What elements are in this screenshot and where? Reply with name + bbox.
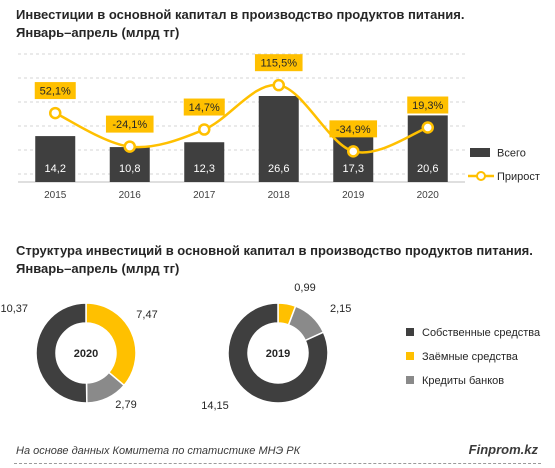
growth-point	[272, 78, 285, 92]
growth-point	[198, 123, 211, 136]
bar	[35, 136, 76, 182]
slice-value-label: 10,37	[0, 303, 28, 315]
donut-slice	[227, 302, 329, 404]
investment-bar-line-chart: 14,2 2015 10,8 2016 12,3 2017 26,6 2018 17,3 2019…	[18, 53, 540, 201]
legend-label: Собственные средства	[422, 327, 541, 339]
donut-slice	[35, 302, 88, 404]
chart2-subtitle: Январь–апрель (млрд тг)	[16, 261, 180, 276]
bar-value-label: 17,3	[343, 163, 364, 175]
x-tick-label: 2015	[44, 190, 67, 201]
x-tick-label: 2018	[268, 190, 291, 201]
legend-label-total: Всего	[497, 148, 526, 160]
chart2-title: Структура инвестиций в основной капитал …	[16, 243, 533, 258]
legend-marker-growth	[476, 171, 486, 181]
chart1-title: Инвестиции в основной капитал в производ…	[16, 7, 465, 22]
slice-value-label: 0,99	[294, 282, 315, 294]
x-tick-label: 2016	[119, 190, 142, 201]
donut-slice	[85, 302, 137, 387]
growth-label-box	[329, 120, 378, 138]
slice-value-label: 14,15	[201, 400, 229, 412]
growth-point	[123, 140, 136, 153]
growth-label: 115,5%	[261, 58, 298, 70]
donut-center-label: 2019	[266, 348, 290, 360]
growth-point	[347, 145, 360, 158]
growth-line	[54, 83, 429, 154]
bar	[258, 96, 299, 182]
legend-swatch	[406, 328, 414, 336]
growth-label-box	[407, 96, 449, 114]
growth-label: 19,3%	[412, 100, 443, 112]
legend-swatch	[406, 352, 414, 360]
legend-label: Кредиты банков	[422, 375, 504, 387]
bar-value-label: 10,8	[119, 163, 140, 175]
slice-value-label: 2,79	[115, 399, 136, 411]
x-tick-label: 2019	[342, 190, 365, 201]
brand-logo: Finprom.kz	[468, 442, 538, 457]
slice-value-label: 7,47	[136, 309, 157, 321]
x-tick-label: 2020	[417, 190, 440, 201]
legend-label-growth: Прирост	[497, 171, 540, 183]
bar	[184, 142, 225, 182]
bar	[109, 147, 150, 182]
investment-structure-donut-charts: 2020 10,37 7,47 2,79 2019 14,15 0,99 2,15 Собств…	[0, 282, 541, 412]
legend-label: Заёмные средства	[422, 351, 519, 363]
slice-value-label: 2,15	[330, 303, 351, 315]
growth-label-box	[183, 98, 225, 116]
source-note: На основе данных Комитета по статистике …	[16, 445, 301, 457]
growth-label: 14,7%	[189, 102, 220, 114]
bar-value-label: 26,6	[268, 163, 289, 175]
x-tick-label: 2017	[193, 190, 216, 201]
legend-swatch	[406, 376, 414, 384]
bar-value-label: 20,6	[417, 163, 438, 175]
footer-divider	[14, 463, 541, 464]
growth-point	[49, 106, 62, 120]
bar-value-label: 14,2	[45, 163, 66, 175]
growth-label-box	[254, 54, 303, 72]
growth-label: -34,9%	[336, 124, 371, 136]
chart1-subtitle: Январь–апрель (млрд тг)	[16, 25, 180, 40]
donut-center-label: 2020	[74, 348, 98, 360]
bar-value-label: 12,3	[194, 163, 215, 175]
growth-label-box	[105, 115, 154, 133]
legend-swatch-total	[470, 148, 490, 157]
growth-point	[421, 121, 434, 134]
growth-label: -24,1%	[112, 119, 147, 131]
growth-label: 52,1%	[40, 86, 71, 98]
growth-label-box	[34, 82, 76, 100]
